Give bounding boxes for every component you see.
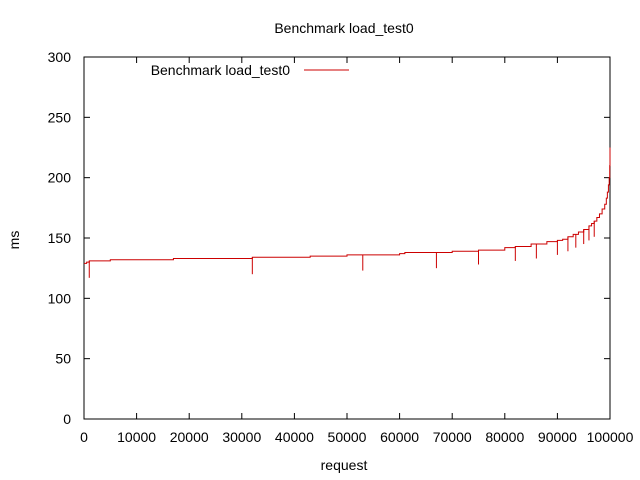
y-tick-label: 50 — [55, 351, 71, 367]
y-tick-label: 150 — [48, 230, 72, 246]
legend: Benchmark load_test0 — [151, 62, 349, 78]
x-tick-label: 40000 — [275, 429, 314, 445]
plot-frame — [83, 56, 611, 420]
x-tick-label: 70000 — [433, 429, 472, 445]
x-tick-label: 0 — [80, 429, 88, 445]
x-tick-label: 20000 — [170, 429, 209, 445]
x-tick-label: 60000 — [380, 429, 419, 445]
x-axis-label: request — [321, 457, 368, 473]
x-tick-label: 10000 — [117, 429, 156, 445]
y-tick-label: 250 — [48, 109, 72, 125]
legend-label: Benchmark load_test0 — [151, 62, 291, 78]
x-tick-label: 50000 — [328, 429, 367, 445]
series-layer — [84, 147, 611, 278]
axis-tick-labels: 0 10000 20000 30000 40000 50000 60000 70000 8000… — [48, 49, 634, 445]
x-tick-label: 80000 — [485, 429, 524, 445]
y-tick-label: 0 — [63, 411, 71, 427]
y-tick-label: 300 — [48, 49, 72, 65]
y-tick-label: 100 — [48, 290, 72, 306]
x-tick-label: 100000 — [587, 429, 634, 445]
series-line — [84, 147, 611, 264]
y-tick-label: 200 — [48, 170, 72, 186]
x-tick-label: 30000 — [222, 429, 261, 445]
y-axis-label: ms — [6, 231, 22, 250]
axis-ticks — [83, 56, 611, 420]
chart-title: Benchmark load_test0 — [274, 20, 414, 36]
x-tick-label: 90000 — [538, 429, 577, 445]
